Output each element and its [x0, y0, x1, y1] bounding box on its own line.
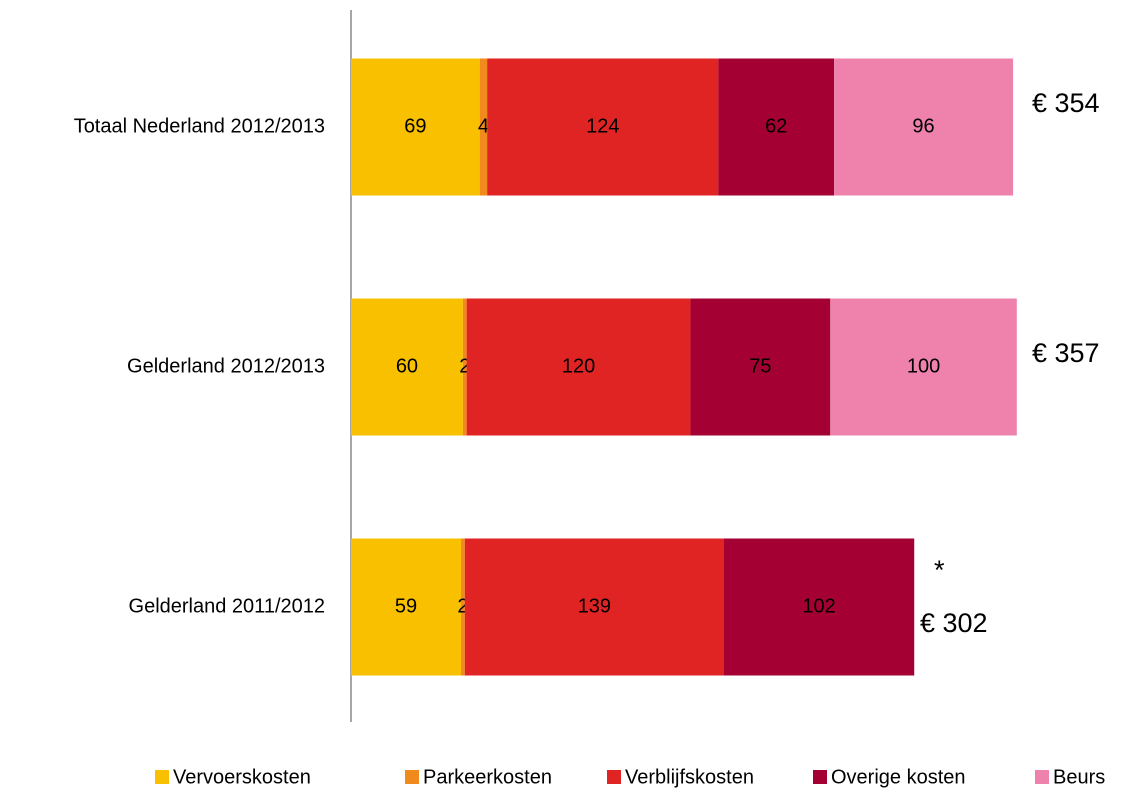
bar-segment — [461, 538, 465, 676]
data-label: 4 — [478, 115, 489, 137]
legend-swatch — [155, 770, 169, 784]
bar-segment — [464, 538, 724, 676]
category-label: Gelderland 2011/2012 — [129, 595, 325, 617]
legend-label: Overige kosten — [831, 766, 966, 788]
data-label: 60 — [396, 355, 418, 377]
bar-segment — [487, 58, 719, 196]
data-label: 120 — [562, 355, 595, 377]
bar-segment — [479, 58, 488, 196]
bar-segment — [462, 298, 467, 436]
legend-label: Parkeerkosten — [423, 766, 552, 788]
data-label: 62 — [765, 115, 787, 137]
bar-segment — [690, 298, 831, 436]
legend-swatch — [813, 770, 827, 784]
data-label: 139 — [578, 595, 611, 617]
bar-segment — [351, 538, 462, 676]
legend-swatch — [405, 770, 419, 784]
total-label: € 302 — [920, 608, 988, 638]
bar-segment — [351, 298, 463, 436]
data-label: 124 — [586, 115, 619, 137]
annotation: * — [934, 555, 945, 585]
data-label: 2 — [457, 595, 468, 617]
bar-segment — [834, 58, 1014, 196]
data-label: 75 — [749, 355, 771, 377]
bar-segment — [724, 538, 915, 676]
data-label: 69 — [404, 115, 426, 137]
bar-segment — [351, 58, 480, 196]
bar-segment — [718, 58, 835, 196]
data-label: 2 — [459, 355, 470, 377]
total-label: € 357 — [1032, 338, 1100, 368]
total-label: € 354 — [1032, 88, 1100, 118]
data-label: 102 — [802, 595, 835, 617]
category-label: Totaal Nederland 2012/2013 — [74, 115, 325, 137]
legend-label: Beurs — [1053, 766, 1105, 788]
data-label: 100 — [907, 355, 940, 377]
data-label: 96 — [912, 115, 934, 137]
legend-label: Vervoerskosten — [173, 766, 311, 788]
legend-swatch — [1035, 770, 1049, 784]
legend-label: Verblijfskosten — [625, 766, 754, 788]
data-label: 59 — [395, 595, 417, 617]
bar-segment — [830, 298, 1017, 436]
bar-segment — [466, 298, 691, 436]
legend-swatch — [607, 770, 621, 784]
category-label: Gelderland 2012/2013 — [127, 355, 325, 377]
